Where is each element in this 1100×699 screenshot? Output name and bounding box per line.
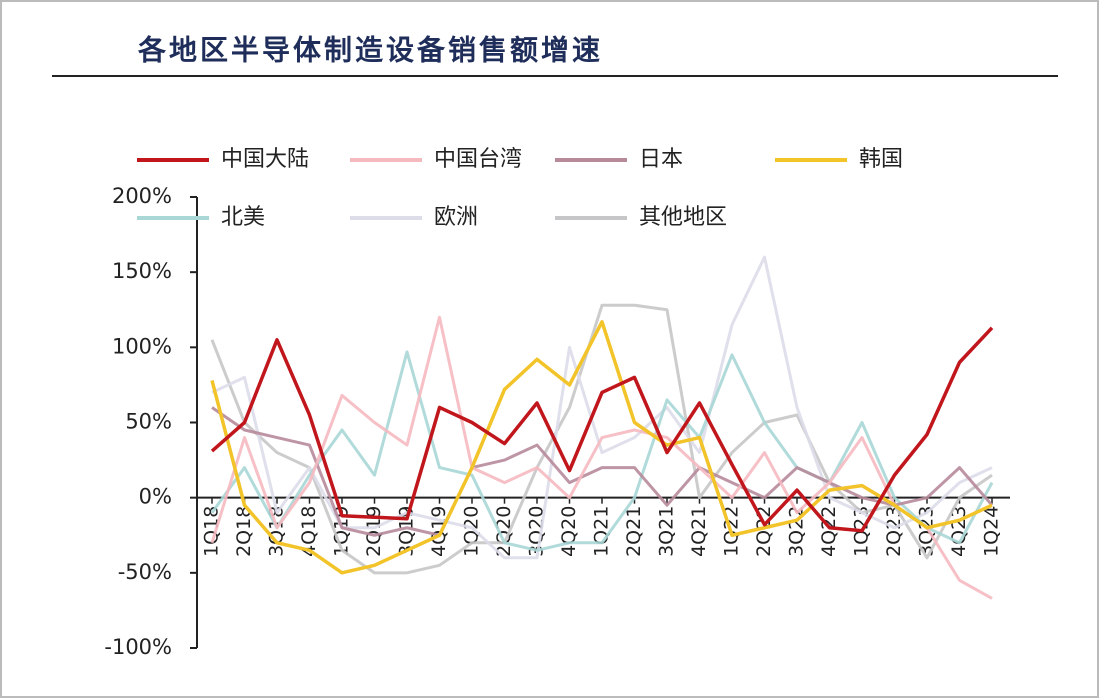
x-tick-label: 2Q21: [623, 506, 645, 557]
x-tick-label: 4Q21: [688, 506, 710, 557]
chart-title: 各地区半导体制造设备销售额增速: [137, 34, 603, 67]
y-tick-label: -50%: [118, 560, 172, 584]
x-tick-label: 1Q24: [981, 506, 1003, 557]
series-line: [210, 320, 993, 575]
series-line: [210, 350, 994, 552]
y-tick-label: 200%: [112, 184, 172, 208]
x-tick-label: 4Q19: [428, 506, 450, 557]
legend-label: 北美: [221, 205, 265, 230]
y-tick-label: 50%: [125, 410, 172, 434]
y-tick-label: 100%: [112, 334, 172, 358]
x-tick-label: 2Q18: [233, 506, 255, 557]
x-tick-label: 2Q19: [363, 506, 385, 557]
x-tick-label: 2Q23: [883, 506, 905, 557]
y-tick-label: 0%: [139, 485, 172, 509]
y-tick-label: -100%: [104, 635, 172, 659]
legend-label: 日本: [639, 147, 683, 172]
x-tick-label: 4Q18: [298, 506, 320, 557]
series-line: [211, 406, 994, 537]
x-tick-label: 3Q22: [786, 506, 808, 557]
x-tick-label: 3Q23: [916, 506, 938, 557]
x-tick-label: 1Q18: [201, 506, 223, 557]
legend-label: 韩国: [859, 147, 903, 172]
y-tick-label: 150%: [112, 259, 172, 283]
x-tick-label: 3Q21: [656, 506, 678, 557]
x-tick-label: 4Q20: [558, 506, 580, 557]
series-line: [210, 315, 993, 600]
series-line: [210, 326, 994, 533]
legend-label: 中国台湾: [434, 147, 522, 172]
legend-label: 欧洲: [434, 205, 478, 230]
x-tick-label: 4Q22: [818, 506, 840, 557]
legend-label: 中国大陆: [221, 147, 309, 172]
legend-label: 其他地区: [639, 205, 727, 230]
